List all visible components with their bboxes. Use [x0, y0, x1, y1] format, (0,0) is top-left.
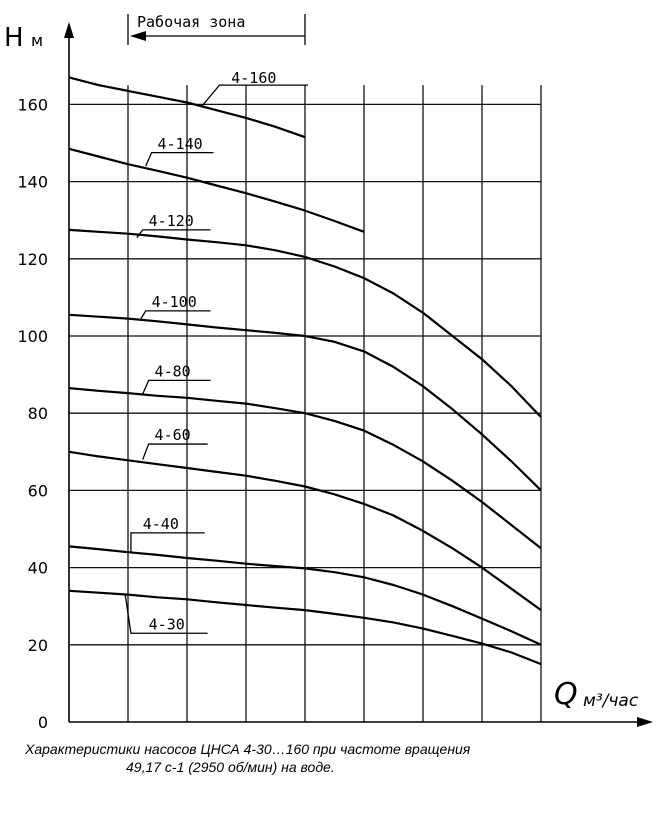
caption-line-2: 49,17 с-1 (2950 об/мин) на воде. [126, 759, 335, 775]
y-tick-80: 80 [28, 404, 48, 423]
y-tick-labels: 0 20 40 60 80 100 120 140 160 [17, 95, 48, 732]
x-axis-unit: м³/час [583, 691, 639, 711]
leader-4-140 [145, 151, 214, 167]
y-tick-60: 60 [28, 481, 48, 500]
leader-4-120 [136, 229, 211, 238]
y-tick-100: 100 [17, 327, 48, 346]
curve-4-40 [68, 545, 542, 646]
curve-4-120 [68, 228, 542, 418]
series-label-4-160: 4-160 [231, 69, 276, 87]
series-label-4-30: 4-30 [149, 615, 185, 633]
leader-4-100 [139, 310, 211, 321]
curve-4-100 [68, 313, 542, 492]
series-label-4-120: 4-120 [149, 212, 194, 230]
y-tick-0: 0 [38, 713, 48, 732]
leader-4-40 [130, 532, 205, 552]
y-tick-140: 140 [17, 173, 48, 192]
working-zone-label: Рабочая зона [137, 13, 245, 31]
series-label-4-80: 4-80 [155, 363, 191, 381]
leader-4-30 [124, 593, 208, 634]
curve-4-80 [68, 387, 542, 550]
leader-4-160 [201, 84, 308, 107]
series-label-4-40: 4-40 [143, 515, 179, 533]
working-zone: Рабочая зона [127, 13, 306, 45]
curve-4-60 [68, 450, 542, 611]
y-tick-160: 160 [17, 95, 48, 114]
y-tick-120: 120 [17, 250, 48, 269]
y-axis-arrow [64, 22, 74, 38]
curve-4-30 [68, 589, 542, 666]
working-zone-arrowhead [130, 31, 146, 41]
y-tick-40: 40 [28, 559, 48, 578]
chart-grid [69, 85, 542, 722]
y-tick-20: 20 [28, 636, 48, 655]
x-axis-arrow [637, 717, 653, 727]
series-labels: 4-160 4-140 4-120 4-100 4-80 4-60 4-40 4-30 [124, 69, 308, 634]
y-axis-title: H [4, 23, 24, 53]
x-axis-title: Q [554, 677, 578, 712]
caption-line-1: Характеристики насосов ЦНСА 4-30…160 при… [25, 741, 471, 757]
pump-curves [68, 76, 542, 666]
curve-4-160 [68, 76, 306, 139]
y-axis-unit: м [31, 31, 43, 50]
series-label-4-60: 4-60 [155, 426, 191, 444]
series-label-4-140: 4-140 [158, 135, 203, 153]
chart-axes [64, 22, 653, 727]
chart-caption: Характеристики насосов ЦНСА 4-30…160 при… [20, 740, 650, 776]
series-label-4-100: 4-100 [152, 293, 197, 311]
curve-4-140 [68, 147, 365, 233]
leader-4-80 [142, 379, 211, 395]
leader-4-60 [142, 443, 208, 460]
